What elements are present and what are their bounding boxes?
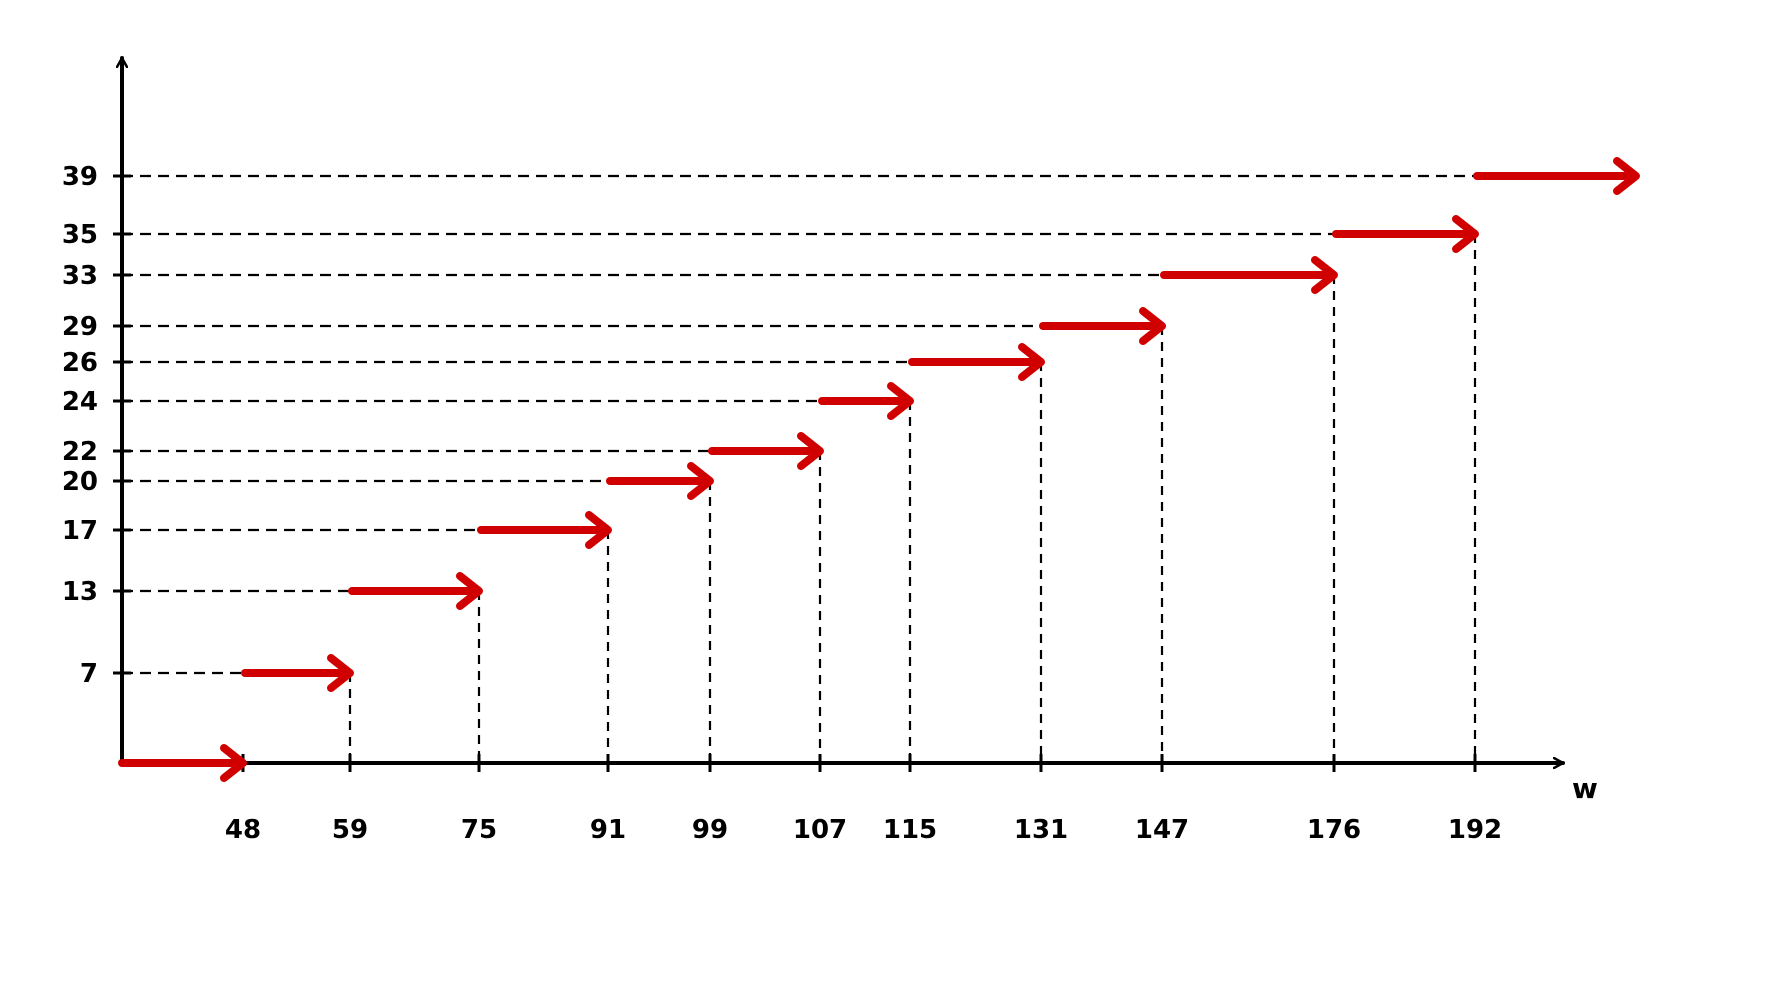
step-arrow bbox=[1332, 215, 1479, 253]
step-arrow-head bbox=[1613, 157, 1640, 195]
step-arrow bbox=[908, 343, 1045, 381]
step-arrow bbox=[348, 572, 483, 610]
step-arrow bbox=[818, 382, 914, 420]
y-tick-label: 7 bbox=[80, 659, 98, 689]
step-arrow bbox=[477, 511, 612, 549]
step-arrow-head bbox=[687, 462, 714, 500]
y-tick-label: 20 bbox=[62, 467, 98, 497]
step-arrow-head bbox=[585, 511, 612, 549]
step-arrow-head bbox=[887, 382, 914, 420]
step-arrow bbox=[1039, 307, 1166, 345]
step-arrow bbox=[606, 462, 714, 500]
step-arrow-head bbox=[1139, 307, 1166, 345]
x-tick-label: 75 bbox=[461, 815, 497, 845]
step-arrow-head bbox=[456, 572, 483, 610]
step-arrow bbox=[241, 654, 354, 692]
y-tick-label: 24 bbox=[62, 387, 98, 417]
y-tick-label: 26 bbox=[62, 348, 98, 378]
x-tick-label: 115 bbox=[883, 815, 937, 845]
y-tick-label: 33 bbox=[62, 261, 98, 291]
x-tick-label: 147 bbox=[1135, 815, 1189, 845]
axes: w bbox=[122, 56, 1598, 805]
y-tick-label: 13 bbox=[62, 577, 98, 607]
step-arrow-head bbox=[220, 744, 247, 782]
x-tick-label: 107 bbox=[793, 815, 847, 845]
y-tick-label: 35 bbox=[62, 220, 98, 250]
step-arrow-head bbox=[327, 654, 354, 692]
x-axis-label: w bbox=[1572, 772, 1598, 805]
x-tick-label: 99 bbox=[692, 815, 728, 845]
x-tick-label: 192 bbox=[1448, 815, 1502, 845]
y-tick-label: 29 bbox=[62, 312, 98, 342]
x-tick-label: 91 bbox=[590, 815, 626, 845]
step-arrow-head bbox=[797, 432, 824, 470]
step-arrow-head bbox=[1018, 343, 1045, 381]
step-arrow bbox=[1160, 256, 1338, 294]
step-arrow-head bbox=[1311, 256, 1338, 294]
step-arrow bbox=[708, 432, 824, 470]
y-tick-label: 17 bbox=[62, 516, 98, 546]
guide-lines bbox=[122, 174, 1477, 763]
x-tick-label: 131 bbox=[1014, 815, 1068, 845]
step-arrow bbox=[118, 744, 247, 782]
y-tick-label: 22 bbox=[62, 437, 98, 467]
x-tick-label: 59 bbox=[332, 815, 368, 845]
step-arrow bbox=[1473, 157, 1640, 195]
step-arrows bbox=[118, 157, 1640, 782]
y-tick-label: 39 bbox=[62, 162, 98, 192]
step-arrow-head bbox=[1452, 215, 1479, 253]
x-tick-label: 176 bbox=[1307, 815, 1361, 845]
x-tick-label: 48 bbox=[225, 815, 261, 845]
